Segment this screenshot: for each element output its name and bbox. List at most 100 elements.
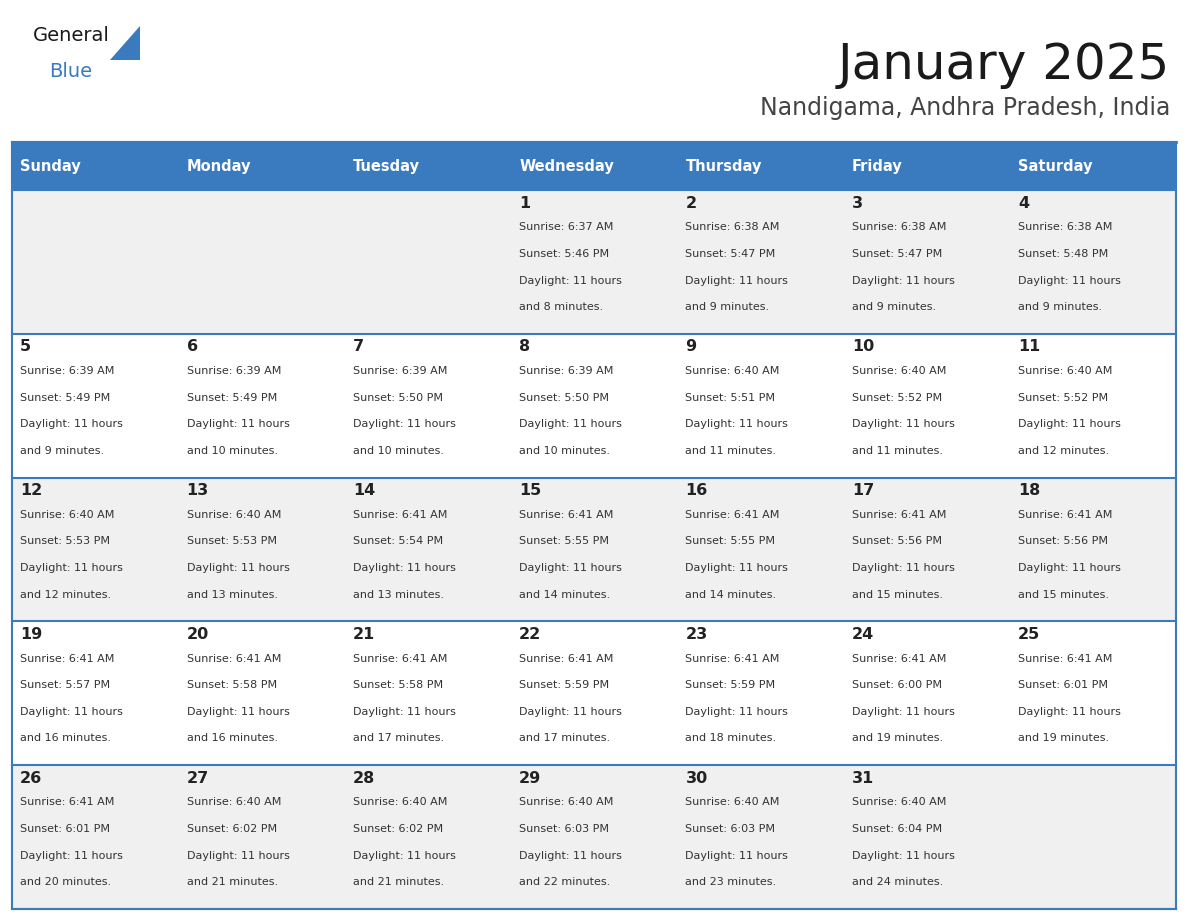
Text: Sunset: 5:58 PM: Sunset: 5:58 PM [187,680,277,690]
Text: Sunset: 5:47 PM: Sunset: 5:47 PM [852,249,942,259]
Text: Sunrise: 6:39 AM: Sunrise: 6:39 AM [20,366,114,376]
Text: Sunset: 6:02 PM: Sunset: 6:02 PM [353,824,443,834]
Text: Daylight: 11 hours: Daylight: 11 hours [685,563,789,573]
Text: Sunrise: 6:41 AM: Sunrise: 6:41 AM [187,654,280,664]
Text: Sunrise: 6:40 AM: Sunrise: 6:40 AM [852,366,946,376]
Text: 28: 28 [353,770,375,786]
Text: Daylight: 11 hours: Daylight: 11 hours [519,851,623,860]
Text: 23: 23 [685,627,708,642]
Text: and 19 minutes.: and 19 minutes. [1018,733,1110,744]
Text: and 13 minutes.: and 13 minutes. [353,589,444,599]
Text: and 11 minutes.: and 11 minutes. [852,446,943,456]
Text: Daylight: 11 hours: Daylight: 11 hours [519,420,623,430]
Text: Sunrise: 6:40 AM: Sunrise: 6:40 AM [20,509,114,520]
Text: Daylight: 11 hours: Daylight: 11 hours [852,707,955,717]
Bar [12,334,1176,477]
Text: 25: 25 [1018,627,1041,642]
Text: Thursday: Thursday [685,159,762,174]
Text: Daylight: 11 hours: Daylight: 11 hours [1018,275,1121,285]
Text: 14: 14 [353,483,375,498]
Text: 2: 2 [685,196,696,210]
Text: 26: 26 [20,770,43,786]
Text: 19: 19 [20,627,43,642]
Text: Sunrise: 6:40 AM: Sunrise: 6:40 AM [1018,366,1112,376]
Text: Sunset: 5:49 PM: Sunset: 5:49 PM [187,393,277,403]
Text: Sunset: 6:01 PM: Sunset: 6:01 PM [1018,680,1108,690]
Text: 31: 31 [852,770,874,786]
Text: and 21 minutes.: and 21 minutes. [187,878,278,887]
Text: 27: 27 [187,770,209,786]
Text: 10: 10 [852,340,874,354]
Text: Sunrise: 6:37 AM: Sunrise: 6:37 AM [519,222,613,232]
Text: Sunset: 5:55 PM: Sunset: 5:55 PM [685,536,776,546]
Text: January 2025: January 2025 [838,41,1170,89]
Text: Sunset: 5:48 PM: Sunset: 5:48 PM [1018,249,1108,259]
Text: Daylight: 11 hours: Daylight: 11 hours [685,707,789,717]
Text: 7: 7 [353,340,364,354]
Text: Sunrise: 6:40 AM: Sunrise: 6:40 AM [685,798,779,808]
Text: and 17 minutes.: and 17 minutes. [519,733,611,744]
Text: and 12 minutes.: and 12 minutes. [1018,446,1110,456]
Text: 29: 29 [519,770,542,786]
Bar [12,621,1176,765]
Text: Sunset: 5:55 PM: Sunset: 5:55 PM [519,536,609,546]
Text: 30: 30 [685,770,708,786]
Text: Sunset: 5:50 PM: Sunset: 5:50 PM [353,393,443,403]
Text: 16: 16 [685,483,708,498]
Text: 20: 20 [187,627,209,642]
Text: and 8 minutes.: and 8 minutes. [519,302,604,312]
Text: Daylight: 11 hours: Daylight: 11 hours [187,420,290,430]
Text: and 9 minutes.: and 9 minutes. [685,302,770,312]
Text: Daylight: 11 hours: Daylight: 11 hours [353,563,456,573]
Text: Sunset: 6:02 PM: Sunset: 6:02 PM [187,824,277,834]
Text: Daylight: 11 hours: Daylight: 11 hours [852,851,955,860]
Text: Sunset: 5:46 PM: Sunset: 5:46 PM [519,249,609,259]
Text: and 24 minutes.: and 24 minutes. [852,878,943,887]
Text: 5: 5 [20,340,31,354]
Text: and 15 minutes.: and 15 minutes. [852,589,943,599]
Text: Sunset: 5:56 PM: Sunset: 5:56 PM [1018,536,1108,546]
Text: Sunrise: 6:38 AM: Sunrise: 6:38 AM [1018,222,1112,232]
Text: Daylight: 11 hours: Daylight: 11 hours [1018,420,1121,430]
Text: 6: 6 [187,340,197,354]
Text: Sunset: 5:50 PM: Sunset: 5:50 PM [519,393,609,403]
Text: and 10 minutes.: and 10 minutes. [353,446,444,456]
Bar [12,477,1176,621]
Text: Sunset: 6:01 PM: Sunset: 6:01 PM [20,824,110,834]
Text: Daylight: 11 hours: Daylight: 11 hours [685,275,789,285]
Text: and 14 minutes.: and 14 minutes. [519,589,611,599]
Text: and 11 minutes.: and 11 minutes. [685,446,777,456]
Text: and 10 minutes.: and 10 minutes. [519,446,611,456]
Text: Sunset: 5:53 PM: Sunset: 5:53 PM [20,536,110,546]
Text: and 16 minutes.: and 16 minutes. [20,733,112,744]
Text: 22: 22 [519,627,542,642]
Text: Sunrise: 6:40 AM: Sunrise: 6:40 AM [187,509,280,520]
Text: 21: 21 [353,627,375,642]
Text: and 9 minutes.: and 9 minutes. [1018,302,1102,312]
Text: Sunrise: 6:38 AM: Sunrise: 6:38 AM [852,222,946,232]
Text: Sunset: 5:59 PM: Sunset: 5:59 PM [519,680,609,690]
Text: Daylight: 11 hours: Daylight: 11 hours [519,707,623,717]
Text: Sunrise: 6:41 AM: Sunrise: 6:41 AM [20,798,114,808]
Text: Sunrise: 6:41 AM: Sunrise: 6:41 AM [685,654,779,664]
Text: Sunset: 6:04 PM: Sunset: 6:04 PM [852,824,942,834]
Text: Daylight: 11 hours: Daylight: 11 hours [1018,707,1121,717]
Text: Daylight: 11 hours: Daylight: 11 hours [685,420,789,430]
Text: Sunrise: 6:41 AM: Sunrise: 6:41 AM [353,654,447,664]
Text: 4: 4 [1018,196,1029,210]
Text: Sunset: 5:47 PM: Sunset: 5:47 PM [685,249,776,259]
Text: Sunset: 6:03 PM: Sunset: 6:03 PM [519,824,609,834]
Text: and 21 minutes.: and 21 minutes. [353,878,444,887]
Text: 13: 13 [187,483,209,498]
Text: Tuesday: Tuesday [353,159,419,174]
Polygon shape [110,26,140,60]
Text: and 23 minutes.: and 23 minutes. [685,878,777,887]
Text: Daylight: 11 hours: Daylight: 11 hours [20,851,124,860]
Text: Sunset: 5:54 PM: Sunset: 5:54 PM [353,536,443,546]
Text: Daylight: 11 hours: Daylight: 11 hours [519,563,623,573]
Text: Daylight: 11 hours: Daylight: 11 hours [685,851,789,860]
Text: Sunset: 6:00 PM: Sunset: 6:00 PM [852,680,942,690]
Text: Sunday: Sunday [20,159,81,174]
Bar [12,190,1176,334]
Text: and 12 minutes.: and 12 minutes. [20,589,112,599]
